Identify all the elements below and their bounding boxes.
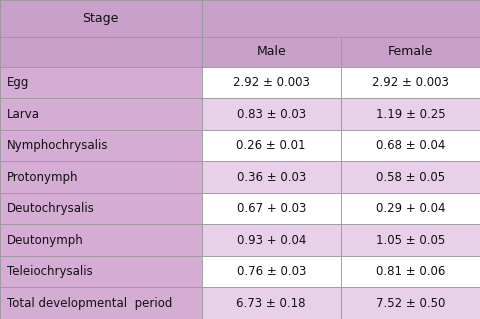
Text: 0.67 + 0.03: 0.67 + 0.03: [237, 202, 306, 215]
Bar: [341, 99, 480, 130]
Text: Egg: Egg: [7, 76, 30, 89]
Text: 0.26 ± 0.01: 0.26 ± 0.01: [237, 139, 306, 152]
Bar: [0, 37, 202, 67]
Bar: [202, 287, 341, 319]
Bar: [202, 37, 341, 67]
Text: Teleiochrysalis: Teleiochrysalis: [7, 265, 93, 278]
Text: Deutochrysalis: Deutochrysalis: [7, 202, 95, 215]
Text: Larva: Larva: [7, 108, 40, 121]
Bar: [0, 225, 202, 256]
Text: 2.92 ± 0.003: 2.92 ± 0.003: [233, 76, 310, 89]
Bar: [0, 161, 202, 193]
Text: Total developmental  period: Total developmental period: [7, 297, 173, 310]
Bar: [202, 99, 341, 130]
Bar: [0, 99, 202, 130]
Text: 0.58 ± 0.05: 0.58 ± 0.05: [376, 171, 445, 184]
Bar: [341, 161, 480, 193]
Bar: [0, 287, 202, 319]
Bar: [0, 130, 202, 161]
Text: Female: Female: [388, 45, 433, 58]
Bar: [341, 130, 480, 161]
Bar: [0, 0, 202, 37]
Text: Deutonymph: Deutonymph: [7, 234, 84, 247]
Text: 0.76 ± 0.03: 0.76 ± 0.03: [237, 265, 306, 278]
Text: 1.05 ± 0.05: 1.05 ± 0.05: [376, 234, 445, 247]
Bar: [341, 256, 480, 287]
Bar: [0, 67, 202, 99]
Text: 0.29 + 0.04: 0.29 + 0.04: [376, 202, 445, 215]
Bar: [202, 193, 341, 225]
Text: 0.93 + 0.04: 0.93 + 0.04: [237, 234, 306, 247]
Text: 0.36 ± 0.03: 0.36 ± 0.03: [237, 171, 306, 184]
Bar: [0, 193, 202, 225]
Text: Nymphochrysalis: Nymphochrysalis: [7, 139, 108, 152]
Bar: [341, 225, 480, 256]
Bar: [202, 256, 341, 287]
Text: 2.92 ± 0.003: 2.92 ± 0.003: [372, 76, 449, 89]
Bar: [202, 130, 341, 161]
Bar: [341, 37, 480, 67]
Bar: [202, 161, 341, 193]
Text: Male: Male: [256, 45, 286, 58]
Text: 0.83 ± 0.03: 0.83 ± 0.03: [237, 108, 306, 121]
Bar: [202, 67, 341, 99]
Bar: [341, 193, 480, 225]
Text: Stage: Stage: [83, 12, 119, 25]
Text: 1.19 ± 0.25: 1.19 ± 0.25: [375, 108, 445, 121]
Text: 6.73 ± 0.18: 6.73 ± 0.18: [237, 297, 306, 310]
Bar: [202, 0, 480, 37]
Bar: [202, 225, 341, 256]
Text: 7.52 ± 0.50: 7.52 ± 0.50: [376, 297, 445, 310]
Bar: [0, 256, 202, 287]
Text: Protonymph: Protonymph: [7, 171, 79, 184]
Text: 0.68 ± 0.04: 0.68 ± 0.04: [376, 139, 445, 152]
Bar: [341, 67, 480, 99]
Bar: [341, 287, 480, 319]
Text: 0.81 ± 0.06: 0.81 ± 0.06: [376, 265, 445, 278]
